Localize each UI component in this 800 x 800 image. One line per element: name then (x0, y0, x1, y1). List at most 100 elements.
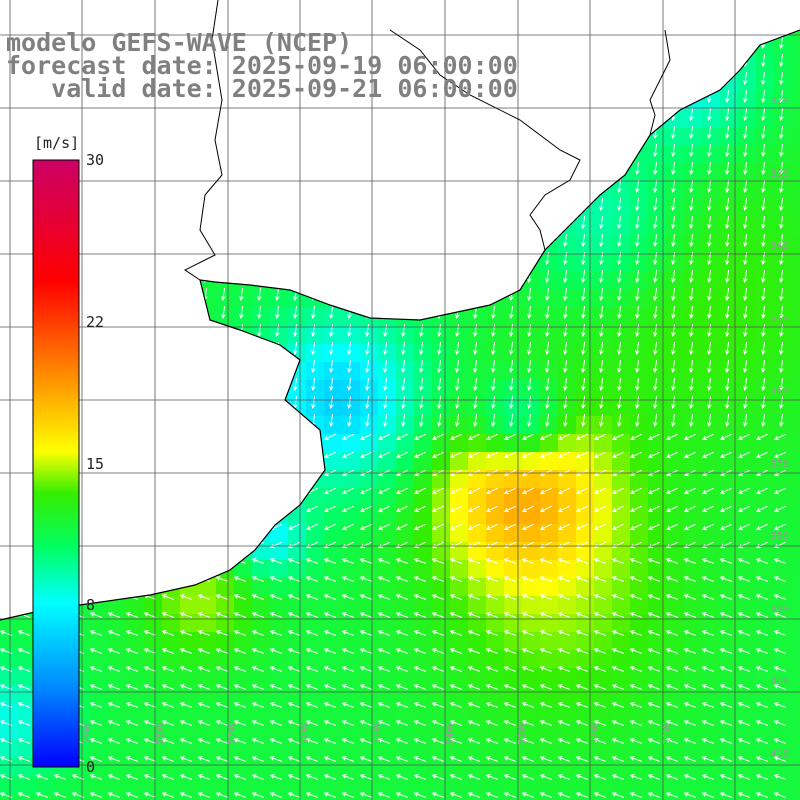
field-cell (540, 578, 559, 597)
wind-arrow (773, 774, 786, 780)
field-cell (234, 560, 253, 579)
field-cell (756, 398, 775, 417)
field-cell (648, 758, 667, 777)
wind-arrow (125, 648, 138, 654)
field-cell (522, 740, 541, 759)
wind-arrow (508, 377, 514, 391)
field-cell (648, 344, 667, 363)
wind-arrow (719, 505, 732, 513)
field-cell (414, 560, 433, 579)
wind-arrow (737, 684, 750, 690)
field-cell (594, 686, 613, 705)
field-cell (558, 704, 577, 723)
field-cell (648, 488, 667, 507)
wind-arrow (359, 738, 372, 744)
wind-arrow (760, 305, 766, 319)
field-cell (612, 758, 631, 777)
field-cell (756, 182, 775, 201)
field-cell (378, 578, 397, 597)
wind-arrow (598, 233, 604, 247)
wind-arrow (539, 738, 552, 744)
wind-arrow (323, 505, 336, 513)
field-cell (738, 560, 757, 579)
field-cell (702, 344, 721, 363)
wind-arrow (256, 323, 262, 337)
wind-arrow (616, 197, 622, 211)
wind-arrow (593, 541, 606, 549)
field-cell (432, 686, 451, 705)
field-cell (288, 722, 307, 741)
wind-arrow (706, 233, 712, 247)
wind-arrow (89, 774, 102, 780)
field-cell (558, 398, 577, 417)
wind-arrow (629, 720, 642, 726)
wind-arrow (778, 323, 784, 337)
wind-arrow (557, 720, 570, 726)
wind-arrow (665, 648, 678, 654)
field-cell (720, 542, 739, 561)
wind-arrow (287, 594, 300, 600)
wind-arrow (683, 738, 696, 744)
wind-arrow (652, 233, 658, 247)
field-cell (612, 470, 631, 489)
field-cell (306, 380, 325, 399)
wind-arrow (449, 684, 462, 690)
wind-arrow (467, 451, 480, 459)
wind-arrow (287, 612, 300, 618)
field-cell (126, 650, 145, 669)
wind-arrow (418, 413, 424, 427)
field-cell (558, 668, 577, 687)
field-cell (648, 398, 667, 417)
field-cell (774, 290, 793, 309)
wind-arrow (35, 792, 48, 798)
wind-arrow (107, 648, 120, 654)
field-cell (450, 326, 469, 345)
field-cell (342, 578, 361, 597)
wind-arrow (719, 541, 732, 549)
wind-arrow (611, 720, 624, 726)
field-cell (666, 704, 685, 723)
wind-arrow (485, 684, 498, 690)
field-cell (414, 470, 433, 489)
field-cell (162, 776, 181, 795)
wind-arrow (269, 684, 282, 690)
field-cell (774, 578, 793, 597)
wind-arrow (557, 612, 570, 618)
wind-arrow (274, 287, 280, 301)
wind-arrow (665, 541, 678, 549)
wind-arrow (341, 594, 354, 600)
field-cell (306, 542, 325, 561)
field-cell (738, 326, 757, 345)
field-cell (252, 686, 271, 705)
field-cell (18, 704, 37, 723)
wind-arrow (395, 702, 408, 708)
field-cell (18, 650, 37, 669)
wind-arrow (755, 541, 768, 549)
wind-arrow (737, 487, 750, 495)
field-cell (738, 758, 757, 777)
wind-arrow (611, 523, 624, 531)
wind-arrow (670, 269, 676, 283)
wind-arrow (53, 774, 66, 780)
field-cell (306, 344, 325, 363)
wind-arrow (503, 648, 516, 654)
field-cell (306, 686, 325, 705)
field-cell (702, 578, 721, 597)
field-cell (540, 776, 559, 795)
field-cell (486, 488, 505, 507)
field-cell (720, 794, 739, 800)
field-cell (756, 200, 775, 219)
wind-arrow (251, 720, 264, 726)
wind-arrow (598, 197, 604, 211)
field-cell (792, 524, 800, 543)
wind-arrow (575, 558, 588, 564)
wind-arrow (125, 756, 138, 762)
field-cell (774, 560, 793, 579)
field-cell (252, 560, 271, 579)
field-cell (288, 794, 307, 800)
field-cell (486, 578, 505, 597)
field-cell (594, 776, 613, 795)
field-cell (738, 290, 757, 309)
field-cell (684, 164, 703, 183)
